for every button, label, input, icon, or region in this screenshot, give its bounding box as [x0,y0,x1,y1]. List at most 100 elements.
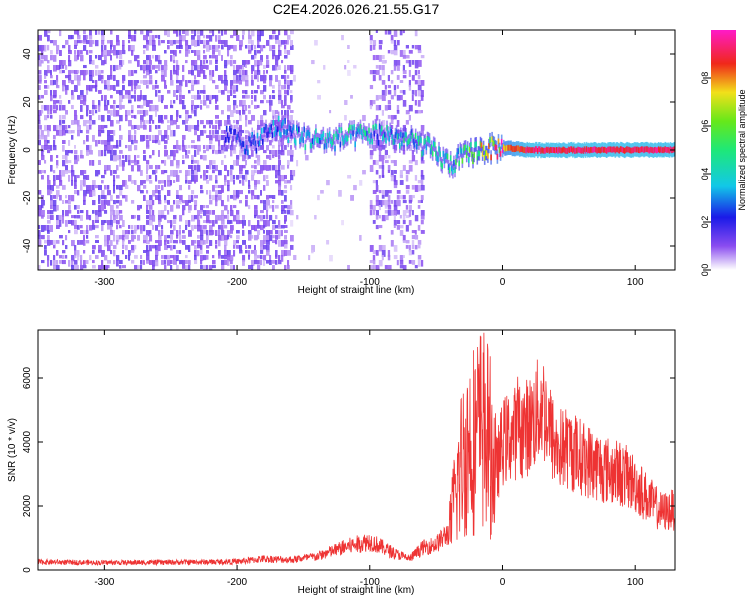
noise-cell [128,40,131,44]
signal-core [548,147,551,154]
noise-cell [152,65,155,70]
noise-cell [56,65,60,71]
noise-cell [152,265,155,270]
noise-cell [83,30,86,35]
noise-cell [116,90,120,94]
noise-cell [122,80,125,84]
noise-cell [38,135,41,140]
noise-cell [206,245,210,249]
noise-cell [287,65,291,71]
spectrogram-y-tick-label: -40 [22,238,33,253]
noise-cell [260,225,264,231]
signal-core [653,147,656,153]
noise-cell [263,235,266,242]
noise-cell [89,35,93,40]
noise-cell [390,35,394,42]
noise-cell [101,205,105,212]
noise-cell [236,220,240,225]
noise-cell [387,115,391,119]
noise-cell [194,105,198,110]
noise-cell [185,150,188,156]
noise-cell [233,250,236,257]
noise-cell [146,100,150,107]
noise-cell [215,85,219,90]
noise-cell [92,70,95,77]
noise-cell [137,215,141,221]
noise-cell [53,125,57,132]
noise-cell [372,260,376,265]
noise-cell [218,50,221,56]
noise-cell [185,170,189,176]
noise-cell [119,100,122,106]
noise-cell [155,65,159,69]
noise-cell [125,235,129,240]
noise-cell [80,225,83,229]
noise-cell [227,45,231,51]
noise-cell [287,85,290,90]
noise-cell [317,95,321,100]
signal-core [613,146,615,153]
noise-cell [272,110,276,117]
noise-cell [116,215,119,220]
noise-cell [375,250,379,256]
noise-cell [378,215,381,219]
noise-cell [266,180,269,186]
signal-core [449,155,452,162]
noise-cell [350,95,353,99]
noise-cell [56,220,59,225]
noise-cell [242,75,246,82]
noise-cell [62,170,66,177]
noise-cell [248,105,251,109]
noise-cell [110,155,113,161]
noise-cell [170,115,173,121]
noise-cell [161,70,165,77]
noise-cell [98,265,102,270]
signal-core [460,148,463,155]
noise-cell [239,175,243,179]
noise-cell [387,210,392,216]
noise-cell [278,185,281,192]
noise-cell [239,220,243,224]
noise-cell [98,200,101,205]
noise-cell [399,170,403,176]
signal-core [492,140,494,146]
signal-core [550,147,553,153]
noise-cell [381,165,385,170]
signal-core [534,146,537,152]
noise-cell [110,120,114,127]
noise-cell [122,40,125,46]
noise-cell [281,60,284,64]
noise-cell [164,195,167,202]
noise-cell [185,225,188,230]
noise-cell [203,90,206,94]
signal-core [438,146,440,153]
noise-cell [218,255,221,259]
noise-cell [269,165,272,171]
signal-core [451,165,453,172]
noise-cell [224,180,227,186]
signal-core [351,124,353,131]
noise-cell [110,65,113,70]
noise-cell [44,105,47,111]
noise-cell [89,125,92,130]
signal-core [477,150,480,157]
noise-cell [134,155,137,162]
noise-cell [372,205,376,211]
signal-core [259,134,262,140]
snr-x-tick-label: -100 [360,577,380,588]
noise-cell [125,155,128,162]
noise-cell [281,140,284,146]
noise-cell [50,195,53,201]
noise-cell [131,230,134,235]
signal-core [483,154,486,161]
signal-core [328,131,331,138]
snr-background [38,330,675,570]
noise-cell [113,210,116,217]
noise-cell [251,65,255,72]
noise-cell [113,145,117,149]
noise-cell [381,175,385,178]
noise-cell [47,115,50,119]
noise-cell [89,255,92,261]
noise-cell [200,40,203,44]
noise-cell [179,195,183,202]
